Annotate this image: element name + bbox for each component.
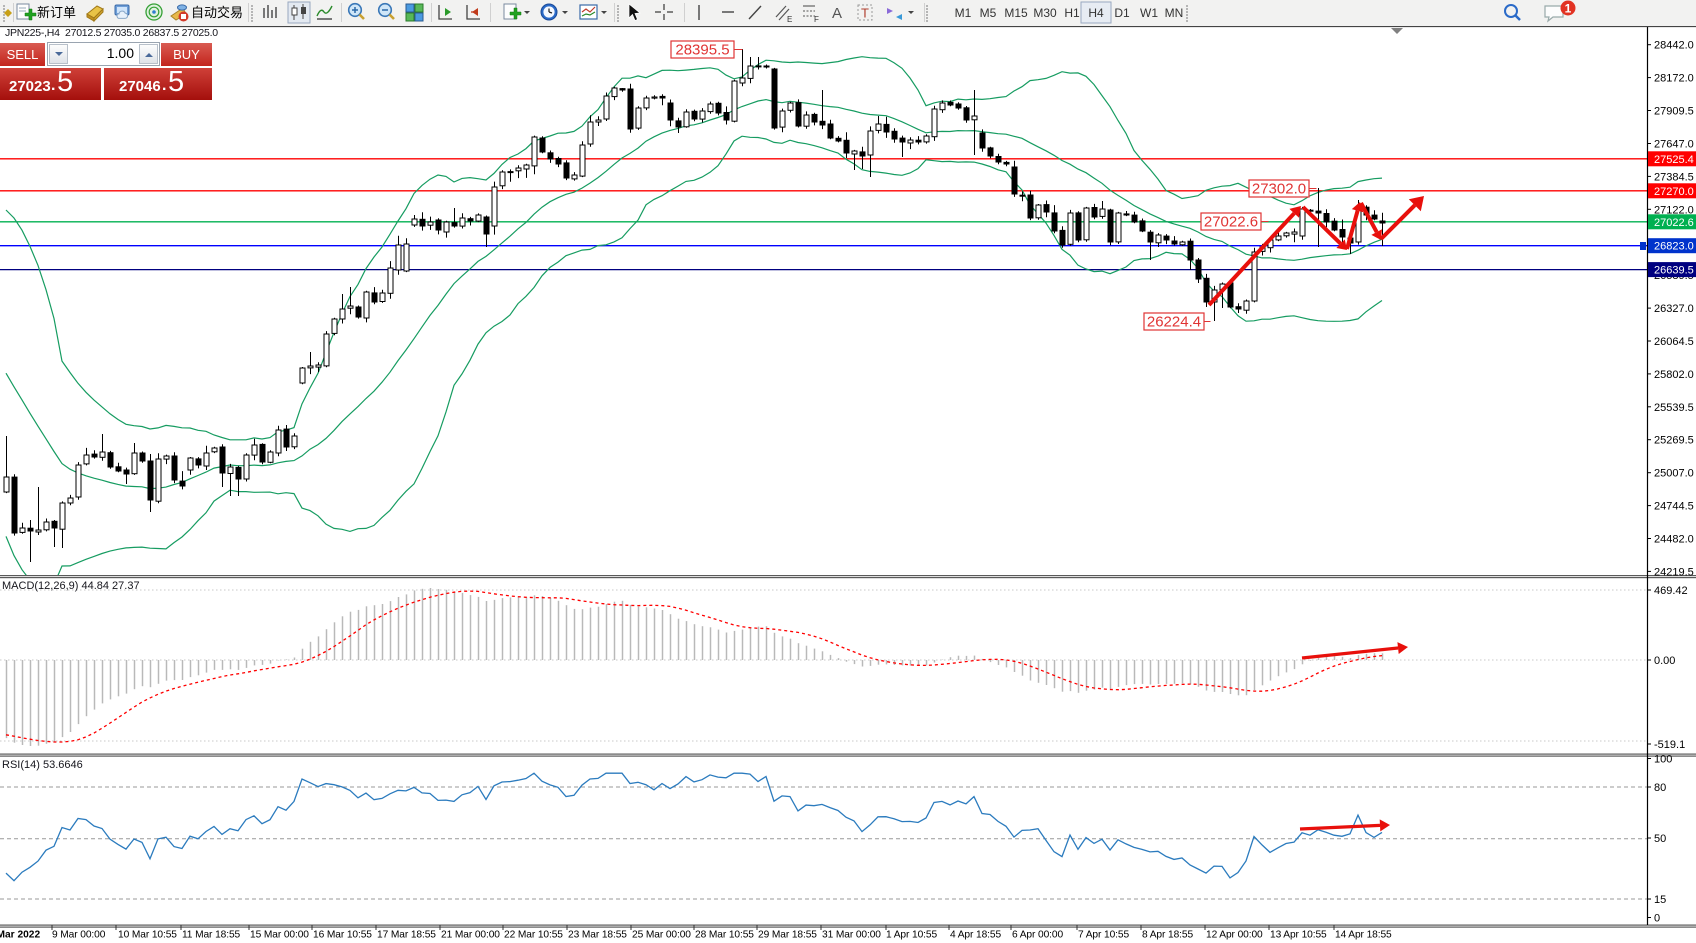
svg-text:28172.0: 28172.0: [1654, 73, 1694, 85]
svg-text:13 Apr 10:55: 13 Apr 10:55: [1270, 930, 1327, 941]
svg-text:24482.0: 24482.0: [1654, 534, 1694, 546]
svg-text:7 Apr 10:55: 7 Apr 10:55: [1078, 930, 1129, 941]
svg-text:27270.0: 27270.0: [1654, 186, 1694, 198]
svg-text:15 Mar 00:00: 15 Mar 00:00: [250, 930, 309, 941]
svg-text:27302.0: 27302.0: [1252, 181, 1306, 198]
svg-text:25007.0: 25007.0: [1654, 468, 1694, 480]
svg-text:T: T: [861, 6, 869, 21]
svg-text:16 Mar 10:55: 16 Mar 10:55: [313, 930, 372, 941]
svg-text:11 Mar 18:55: 11 Mar 18:55: [182, 930, 241, 941]
svg-text:17 Mar 18:55: 17 Mar 18:55: [377, 930, 436, 941]
svg-text:F: F: [814, 15, 819, 24]
svg-text:26639.5: 26639.5: [1654, 265, 1694, 277]
svg-text:M1: M1: [955, 6, 972, 20]
svg-text:M30: M30: [1033, 6, 1057, 20]
svg-text:25539.5: 25539.5: [1654, 402, 1694, 414]
svg-text:1 Apr 10:55: 1 Apr 10:55: [886, 930, 937, 941]
svg-text:24219.5: 24219.5: [1654, 566, 1694, 578]
svg-text:26064.5: 26064.5: [1654, 336, 1694, 348]
svg-text:26823.0: 26823.0: [1654, 241, 1694, 253]
svg-text:M5: M5: [980, 6, 997, 20]
svg-text:50: 50: [1654, 833, 1666, 845]
svg-text:JPN225-,H4 27012.5 27035.0 26: JPN225-,H4 27012.5 27035.0 26837.5 27025…: [5, 27, 218, 39]
svg-text:26327.0: 26327.0: [1654, 303, 1694, 315]
svg-text:15: 15: [1654, 894, 1666, 906]
svg-text:27122.0: 27122.0: [1654, 204, 1694, 216]
svg-text:14 Apr 18:55: 14 Apr 18:55: [1335, 930, 1392, 941]
svg-text:27384.5: 27384.5: [1654, 171, 1694, 183]
svg-text:27525.4: 27525.4: [1654, 154, 1694, 166]
svg-text:27647.0: 27647.0: [1654, 139, 1694, 151]
svg-text:8 Mar 2022: 8 Mar 2022: [0, 930, 40, 941]
svg-text:23 Mar 18:55: 23 Mar 18:55: [568, 930, 627, 941]
svg-text:0: 0: [1654, 913, 1660, 925]
svg-text:27022.6: 27022.6: [1204, 214, 1258, 231]
svg-text:H1: H1: [1064, 6, 1080, 20]
svg-text:469.42: 469.42: [1654, 585, 1688, 597]
svg-text:27022.6: 27022.6: [1654, 217, 1694, 229]
svg-text:25802.0: 25802.0: [1654, 369, 1694, 381]
svg-text:-519.1: -519.1: [1654, 739, 1685, 751]
svg-text:D1: D1: [1114, 6, 1130, 20]
svg-text:MACD(12,26,9) 44.84 27.37: MACD(12,26,9) 44.84 27.37: [2, 580, 140, 592]
svg-text:W1: W1: [1140, 6, 1158, 20]
svg-text:RSI(14) 53.6646: RSI(14) 53.6646: [2, 759, 83, 771]
svg-text:A: A: [832, 5, 842, 22]
svg-text:28442.0: 28442.0: [1654, 40, 1694, 52]
svg-text:4 Apr 18:55: 4 Apr 18:55: [950, 930, 1001, 941]
svg-text:21 Mar 00:00: 21 Mar 00:00: [441, 930, 500, 941]
svg-text:31 Mar 00:00: 31 Mar 00:00: [822, 930, 881, 941]
svg-text:自动交易: 自动交易: [191, 5, 243, 20]
svg-text:新订单: 新订单: [37, 5, 76, 20]
svg-text:H4: H4: [1088, 6, 1104, 20]
svg-text:25 Mar 00:00: 25 Mar 00:00: [632, 930, 691, 941]
svg-text:25269.5: 25269.5: [1654, 435, 1694, 447]
svg-text:27909.5: 27909.5: [1654, 106, 1694, 118]
svg-text:28 Mar 10:55: 28 Mar 10:55: [695, 930, 754, 941]
svg-text:M15: M15: [1004, 6, 1028, 20]
svg-text:28395.5: 28395.5: [675, 42, 729, 59]
svg-text:8 Apr 18:55: 8 Apr 18:55: [1142, 930, 1193, 941]
svg-text:12 Apr 00:00: 12 Apr 00:00: [1206, 930, 1263, 941]
svg-text:MN: MN: [1165, 6, 1184, 20]
svg-text:22 Mar 10:55: 22 Mar 10:55: [504, 930, 563, 941]
svg-text:E: E: [787, 15, 792, 24]
svg-text:1: 1: [1565, 2, 1572, 16]
svg-text:9 Mar 00:00: 9 Mar 00:00: [52, 930, 106, 941]
svg-text:24744.5: 24744.5: [1654, 501, 1694, 513]
svg-text:10 Mar 10:55: 10 Mar 10:55: [118, 930, 177, 941]
svg-text:100: 100: [1654, 754, 1672, 766]
svg-text:80: 80: [1654, 782, 1666, 794]
svg-text:0.00: 0.00: [1654, 655, 1675, 667]
svg-text:26224.4: 26224.4: [1147, 314, 1201, 331]
svg-text:6 Apr 00:00: 6 Apr 00:00: [1012, 930, 1063, 941]
svg-text:29 Mar 18:55: 29 Mar 18:55: [758, 930, 817, 941]
